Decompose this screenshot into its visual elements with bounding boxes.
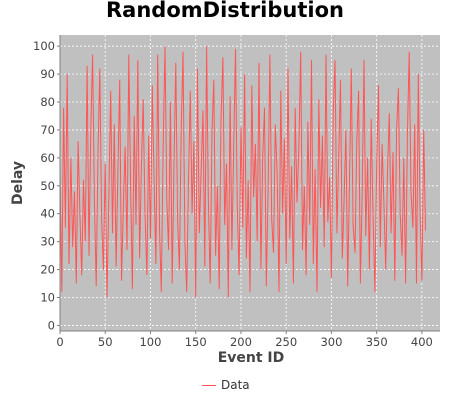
y-tick-label: 70 xyxy=(40,123,55,137)
x-tick-label: 350 xyxy=(366,335,388,349)
y-tick-label: 90 xyxy=(40,67,55,81)
tick-labels: 0 50 100 150 200 250 300 350 400 0 10 20 30 40 50 60 70 8… xyxy=(33,39,433,349)
y-tick-label: 40 xyxy=(40,207,55,221)
chart-title: RandomDistribution xyxy=(106,0,344,22)
x-tick-label: 100 xyxy=(139,335,161,349)
series-layer xyxy=(59,46,426,298)
y-axis-title: Delay xyxy=(10,161,26,205)
y-tick-label: 100 xyxy=(33,39,55,53)
y-tick-label: 10 xyxy=(40,290,55,304)
y-tick-label: 20 xyxy=(40,263,55,277)
x-tick-label: 300 xyxy=(320,335,342,349)
legend-label: Data xyxy=(221,378,250,392)
y-tick-label: 30 xyxy=(40,235,55,249)
x-tick-label: 150 xyxy=(185,335,207,349)
x-tick-label: 50 xyxy=(98,335,113,349)
legend-swatch xyxy=(202,384,216,386)
x-axis-title: Event ID xyxy=(218,350,285,366)
x-tick-label: 250 xyxy=(275,335,297,349)
x-tick-label: 0 xyxy=(56,335,63,349)
x-tick-label: 200 xyxy=(230,335,252,349)
y-tick-label: 80 xyxy=(40,95,55,109)
y-tick-label: 50 xyxy=(40,179,55,193)
legend: Data xyxy=(202,378,250,392)
data-series-line xyxy=(59,46,426,298)
y-tick-label: 0 xyxy=(48,318,55,332)
y-tick-label: 60 xyxy=(40,151,55,165)
x-tick-label: 400 xyxy=(411,335,433,349)
axes xyxy=(57,35,440,334)
